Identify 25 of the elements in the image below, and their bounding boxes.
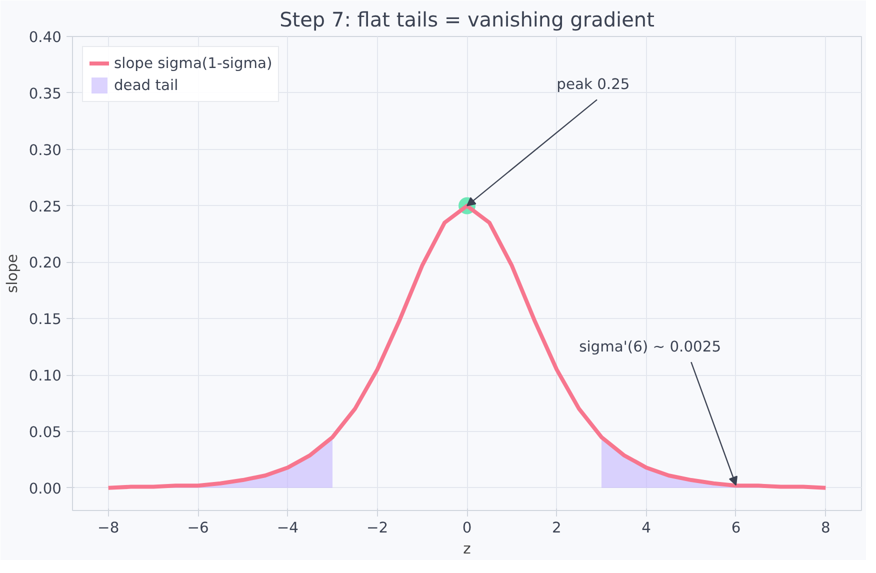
legend-label: slope sigma(1-sigma): [114, 54, 272, 72]
y-tick-label: 0.35: [28, 85, 62, 102]
x-tick-label: −8: [98, 520, 120, 536]
x-tick-label: 2: [552, 520, 562, 536]
x-tick-label: 4: [642, 520, 651, 536]
y-tick-label: 0.20: [28, 254, 62, 272]
annotation: sigma'(6) ~ 0.0025: [579, 338, 722, 356]
annotation: peak 0.25: [556, 76, 630, 93]
x-tick-label: 8: [820, 520, 830, 536]
y-tick-label: 0.15: [28, 311, 62, 328]
y-tick-label: 0.10: [28, 368, 62, 385]
x-axis-title: z: [463, 540, 472, 558]
x-tick-label: 6: [731, 520, 741, 536]
y-tick-label: 0.40: [28, 29, 62, 46]
x-tick-label: −4: [276, 520, 298, 536]
legend-label: dead tail: [114, 76, 178, 94]
x-tick-label: 0: [462, 520, 472, 536]
x-tick-label: −6: [187, 520, 209, 536]
y-tick-label: 0.25: [28, 198, 62, 216]
y-axis-title: slope: [4, 254, 21, 293]
y-tick-label: 0.00: [28, 480, 62, 498]
y-tick-label: 0.05: [28, 424, 62, 441]
x-tick-label: −2: [366, 520, 388, 536]
chart-title: Step 7: flat tails = vanishing gradient: [280, 8, 655, 32]
y-tick-label: 0.30: [28, 142, 62, 159]
